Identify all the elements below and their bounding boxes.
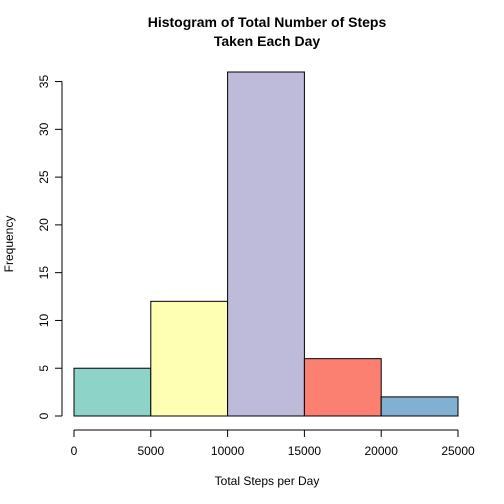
y-tick-label-4: 20 [37, 218, 51, 232]
histogram-bar-2 [227, 71, 305, 417]
x-axis-label: Total Steps per Day [215, 474, 320, 488]
histogram-bar-0 [73, 367, 152, 417]
x-tick-label-4: 20000 [365, 444, 399, 458]
bars-group [73, 71, 459, 417]
y-tick-label-6: 30 [37, 122, 51, 136]
y-tick-label-2: 10 [37, 313, 51, 327]
y-tick-label-1: 5 [37, 365, 51, 372]
histogram-bar-3 [303, 358, 382, 417]
x-tick-label-0: 0 [71, 444, 78, 458]
x-tick-label-5: 25000 [441, 444, 475, 458]
y-tick-label-5: 25 [37, 170, 51, 184]
y-tick-label-0: 0 [37, 412, 51, 419]
y-tick-label-3: 15 [37, 266, 51, 280]
x-tick-label-2: 10000 [211, 444, 245, 458]
histogram-bar-4 [380, 396, 459, 417]
histogram-bar-1 [150, 300, 229, 417]
chart-title-line-1: Histogram of Total Number of Steps [148, 14, 387, 30]
y-axis: 0 5 10 15 20 25 30 35 [37, 75, 63, 419]
y-tick-label-7: 35 [37, 75, 51, 89]
x-tick-label-1: 5000 [137, 444, 164, 458]
y-axis-label: Frequency [2, 216, 16, 273]
x-axis: 0 5000 10000 15000 20000 25000 [71, 429, 475, 458]
chart-title-line-2: Taken Each Day [214, 33, 321, 49]
x-tick-label-3: 15000 [288, 444, 322, 458]
